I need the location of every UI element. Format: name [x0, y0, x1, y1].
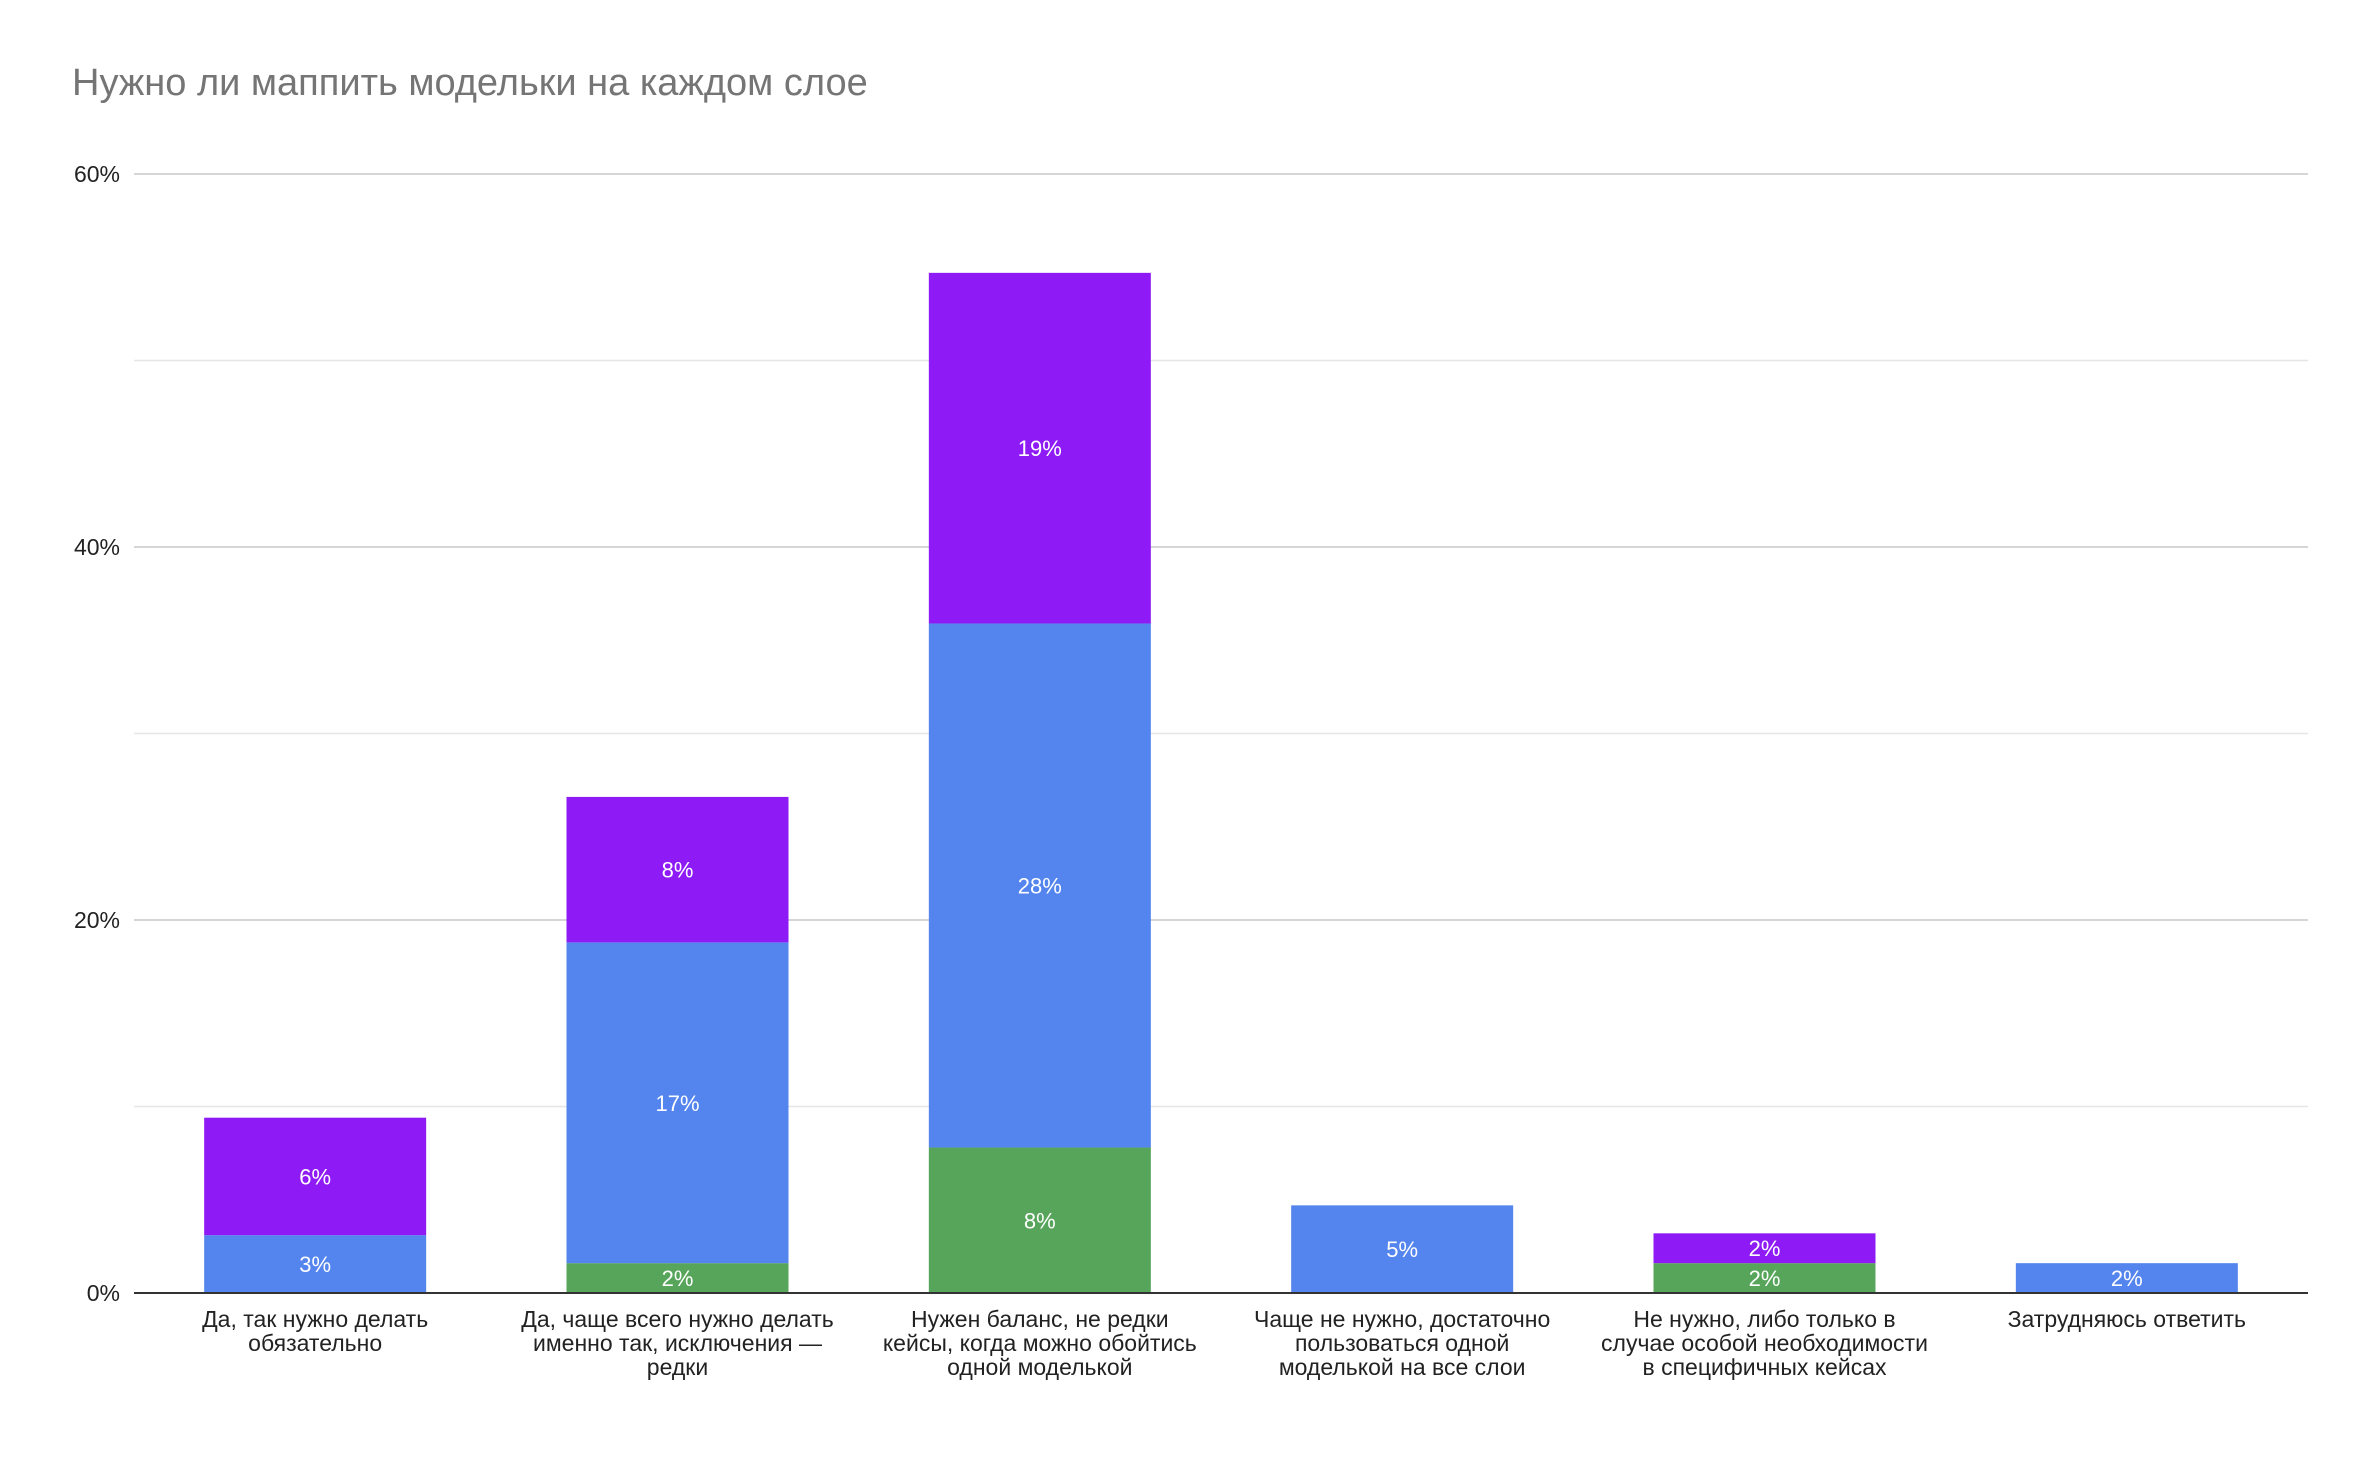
bar-segment: [566, 796, 789, 943]
x-tick-label: Да, так нужно делать обязательно: [202, 1306, 429, 1356]
data-label: 5%: [1386, 1237, 1418, 1262]
data-label: 8%: [662, 858, 694, 883]
chart-title: Нужно ли маппить модельки на каждом слое: [72, 62, 868, 104]
data-label: 19%: [1018, 436, 1062, 461]
data-label: 8%: [1024, 1208, 1056, 1233]
bar-segment: [928, 1147, 1151, 1293]
x-tick-label: Не нужно, либо только в случае особой не…: [1601, 1306, 1928, 1380]
bar-segment: [1653, 1233, 1876, 1264]
x-tick-label: Да, чаще всего нужно делать именно так, …: [521, 1306, 834, 1380]
y-tick-label: 40%: [74, 534, 120, 560]
bar-segment: [204, 1235, 427, 1293]
data-label: 2%: [1749, 1236, 1781, 1261]
bar-segment: [1291, 1205, 1514, 1293]
bar-segment: [566, 1263, 789, 1293]
data-label: 2%: [662, 1266, 694, 1291]
bar-segment: [204, 1117, 427, 1236]
y-tick-label: 0%: [87, 1280, 120, 1306]
y-tick-label: 60%: [74, 161, 120, 187]
bar-segment: [928, 272, 1151, 624]
x-tick-label: Нужен баланс, не редки кейсы, когда можн…: [882, 1306, 1197, 1380]
data-label: 2%: [2111, 1266, 2143, 1291]
data-label: 6%: [299, 1164, 331, 1189]
data-label: 2%: [1749, 1266, 1781, 1291]
data-label: 3%: [299, 1252, 331, 1277]
data-label: 17%: [655, 1091, 699, 1116]
bar-segment: [2015, 1263, 2238, 1293]
bar-segment: [1653, 1263, 1876, 1293]
data-label: 28%: [1018, 873, 1062, 898]
x-tick-label: Чаще не нужно, достаточно пользоваться о…: [1254, 1306, 1551, 1380]
bar-segment: [566, 942, 789, 1264]
bar-segment: [928, 623, 1151, 1148]
x-tick-label: Затрудняюсь ответить: [2007, 1306, 2247, 1332]
y-tick-label: 20%: [74, 907, 120, 933]
